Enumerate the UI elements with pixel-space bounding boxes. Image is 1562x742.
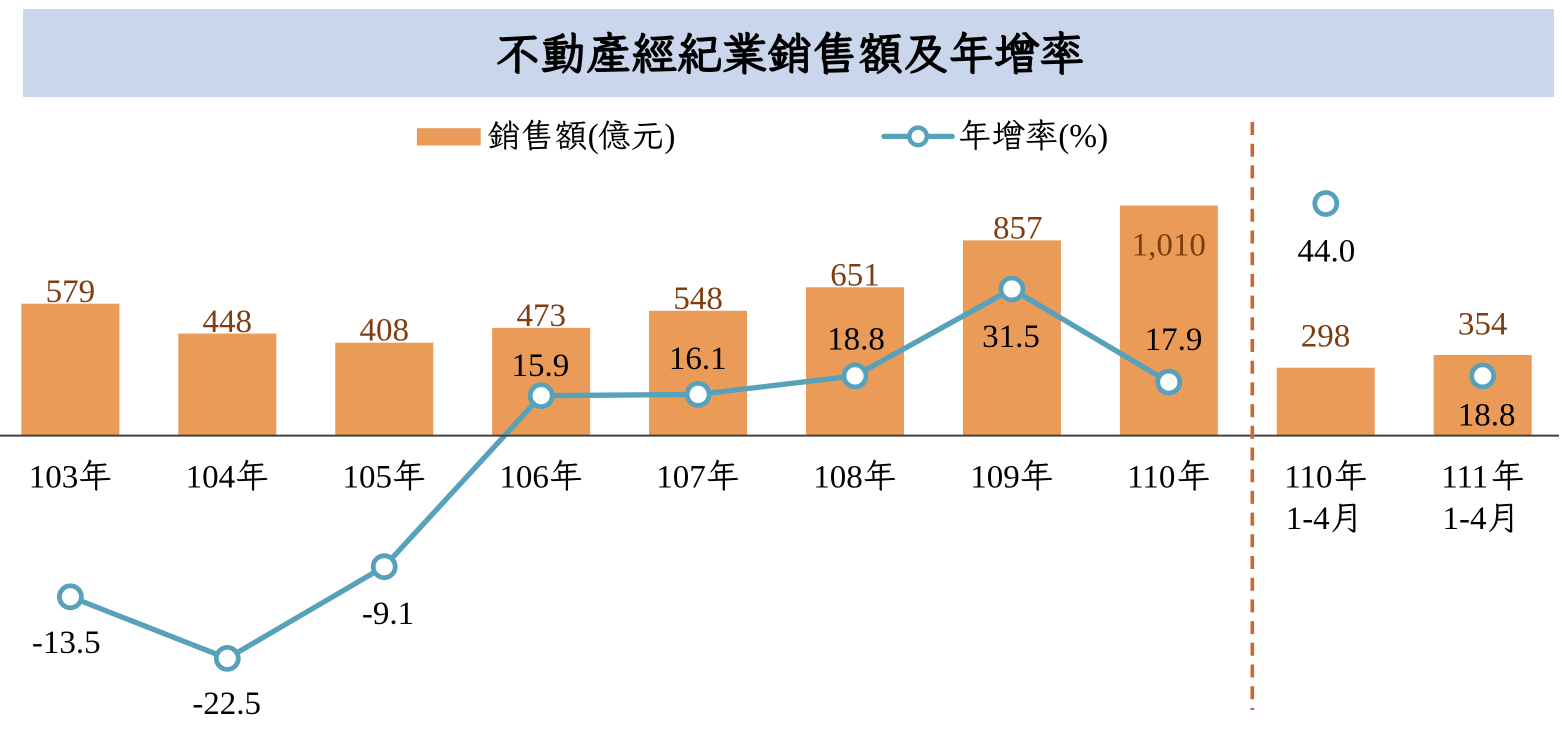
svg-text:111: 111 [1441,460,1488,496]
svg-text:17.9: 17.9 [1145,322,1203,358]
svg-text:106: 106 [499,460,549,496]
svg-text:(%): (%) [1058,118,1108,155]
svg-text:110: 110 [1284,460,1332,496]
svg-text:107: 107 [656,460,706,496]
svg-text:1-4: 1-4 [1443,501,1487,537]
svg-text:104: 104 [186,460,236,496]
svg-text:109: 109 [970,460,1020,496]
svg-text:408: 408 [360,313,410,349]
svg-text:298: 298 [1301,319,1351,355]
svg-text:548: 548 [673,281,723,317]
svg-text:-9.1: -9.1 [362,596,414,632]
svg-text:-13.5: -13.5 [32,625,101,661]
svg-text:18.8: 18.8 [1458,398,1516,434]
svg-text:1-4: 1-4 [1286,501,1330,537]
svg-text:): ) [664,118,675,155]
svg-text:31.5: 31.5 [982,319,1040,355]
svg-text:44.0: 44.0 [1298,234,1356,270]
svg-text:473: 473 [516,298,566,334]
svg-text:651: 651 [830,257,880,293]
svg-text:448: 448 [203,304,253,340]
svg-text:857: 857 [993,210,1043,246]
svg-text:579: 579 [46,274,96,310]
svg-text:108: 108 [813,460,863,496]
svg-text:-22.5: -22.5 [192,686,261,722]
svg-text:354: 354 [1458,307,1508,343]
svg-text:15.9: 15.9 [512,348,570,384]
svg-text:103: 103 [29,460,78,496]
svg-text:16.1: 16.1 [669,341,727,377]
svg-text:(: ( [588,118,599,155]
svg-text:18.8: 18.8 [827,322,885,358]
svg-text:1,010: 1,010 [1132,228,1206,264]
svg-text:110: 110 [1127,460,1175,496]
svg-text:105: 105 [343,460,393,496]
